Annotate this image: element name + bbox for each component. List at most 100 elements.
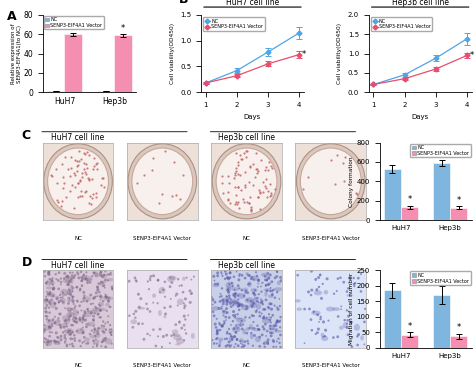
- Point: [226, 343, 234, 349]
- Point: [173, 291, 181, 297]
- Point: [266, 323, 274, 329]
- Point: [70, 285, 77, 291]
- Ellipse shape: [234, 317, 242, 320]
- Ellipse shape: [59, 323, 67, 327]
- Point: [62, 328, 69, 334]
- Bar: [401, 335, 418, 348]
- Point: [216, 294, 224, 300]
- Point: [174, 276, 182, 282]
- Ellipse shape: [263, 341, 269, 345]
- Point: [108, 332, 115, 338]
- Ellipse shape: [82, 312, 92, 317]
- Point: [143, 301, 150, 307]
- Ellipse shape: [182, 277, 186, 281]
- Point: [73, 270, 81, 276]
- Point: [158, 191, 166, 197]
- Point: [59, 289, 67, 295]
- Ellipse shape: [57, 341, 61, 345]
- Point: [80, 298, 87, 304]
- Point: [66, 328, 73, 334]
- Point: [72, 157, 79, 163]
- Point: [64, 274, 72, 280]
- Point: [60, 179, 67, 185]
- Point: [248, 313, 256, 319]
- Point: [49, 282, 56, 287]
- Point: [256, 189, 264, 195]
- Ellipse shape: [222, 310, 226, 313]
- Point: [94, 312, 101, 317]
- Point: [247, 276, 255, 282]
- Point: [64, 308, 72, 314]
- Point: [85, 152, 92, 158]
- Point: [183, 275, 191, 281]
- Point: [57, 297, 65, 303]
- Point: [237, 340, 245, 346]
- Point: [252, 175, 259, 181]
- Point: [334, 313, 342, 319]
- Point: [226, 314, 233, 320]
- Point: [94, 280, 102, 286]
- Point: [62, 338, 69, 344]
- Point: [254, 295, 261, 301]
- Point: [345, 286, 352, 292]
- Point: [58, 161, 65, 167]
- Point: [216, 327, 224, 333]
- Point: [264, 188, 272, 194]
- Point: [214, 273, 221, 279]
- Legend: NC, SENP3-EIF4A1 Vector: NC, SENP3-EIF4A1 Vector: [410, 271, 471, 285]
- Point: [79, 329, 87, 335]
- Point: [136, 304, 143, 310]
- Point: [61, 332, 69, 338]
- Ellipse shape: [236, 323, 240, 330]
- Ellipse shape: [176, 338, 185, 344]
- Point: [225, 326, 233, 332]
- Bar: [64, 34, 82, 92]
- Point: [57, 324, 64, 330]
- Ellipse shape: [106, 278, 113, 281]
- Point: [251, 333, 258, 339]
- Point: [260, 315, 267, 321]
- Ellipse shape: [103, 296, 108, 300]
- Bar: [450, 336, 467, 348]
- Point: [234, 343, 242, 349]
- Ellipse shape: [233, 300, 239, 305]
- Point: [100, 272, 108, 278]
- Point: [45, 269, 53, 275]
- Ellipse shape: [75, 328, 85, 334]
- Bar: [384, 169, 401, 220]
- Point: [81, 339, 88, 344]
- Point: [99, 328, 107, 334]
- Point: [265, 281, 273, 287]
- Ellipse shape: [239, 338, 243, 342]
- Point: [49, 275, 56, 281]
- Point: [149, 155, 157, 161]
- Point: [69, 294, 77, 300]
- Point: [301, 340, 308, 346]
- Point: [98, 279, 105, 285]
- Point: [108, 332, 115, 337]
- Point: [219, 301, 227, 307]
- X-axis label: Days: Days: [244, 114, 261, 120]
- Point: [275, 296, 283, 302]
- Point: [351, 280, 359, 286]
- Point: [107, 304, 114, 310]
- Point: [266, 301, 273, 307]
- Point: [55, 299, 63, 305]
- Point: [221, 276, 229, 282]
- Point: [67, 292, 75, 297]
- Point: [322, 327, 329, 333]
- Point: [40, 326, 47, 332]
- Point: [308, 287, 316, 293]
- Point: [97, 270, 104, 276]
- Point: [60, 324, 68, 330]
- Ellipse shape: [248, 327, 256, 330]
- Point: [61, 276, 68, 282]
- Point: [270, 344, 277, 350]
- Point: [158, 344, 166, 350]
- Point: [243, 148, 251, 154]
- Point: [250, 290, 257, 296]
- Point: [51, 300, 58, 306]
- Point: [256, 313, 264, 319]
- Point: [61, 305, 69, 311]
- Point: [93, 343, 100, 349]
